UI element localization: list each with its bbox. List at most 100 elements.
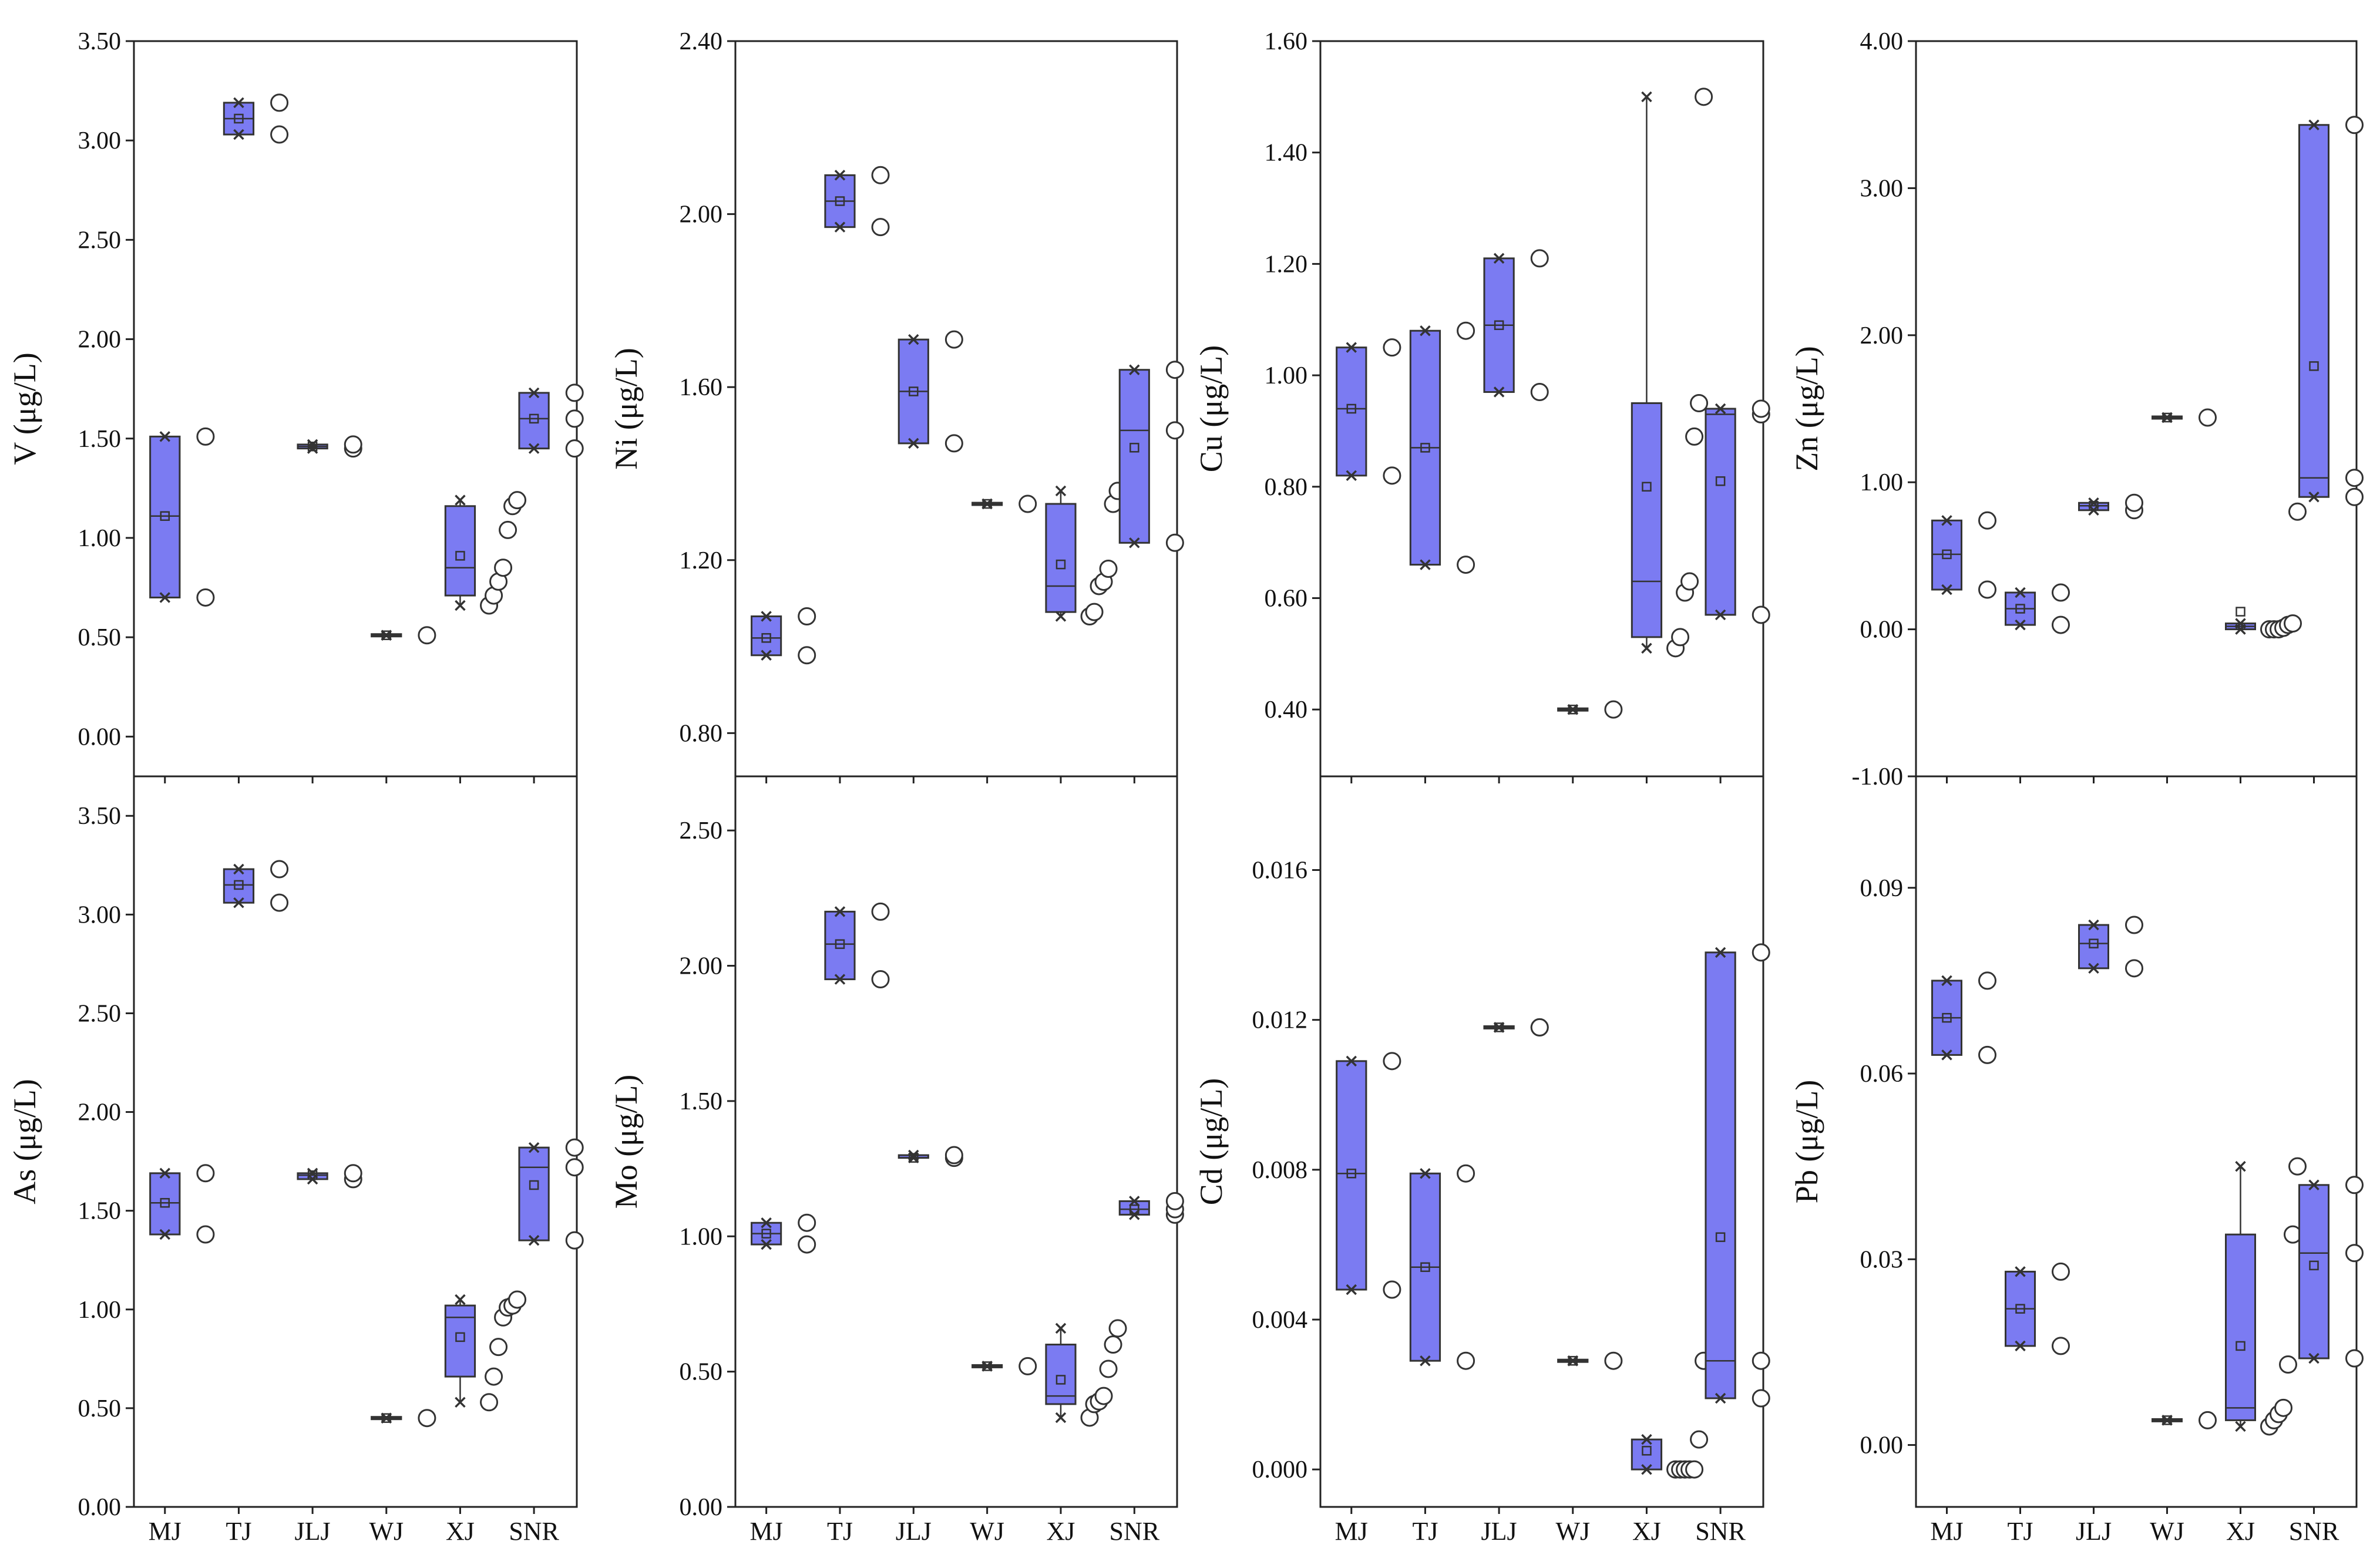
panel-mo: 0.00 0.50 1.00 1.50 2.00 2.50 Mo (μg/L) MJ TJ JLJ… — [609, 775, 1184, 1546]
box-mj — [751, 1213, 816, 1254]
x-tick-label: JLJ — [2076, 1517, 2112, 1546]
panel-ni: 0.80 1.20 1.60 2.00 2.40 Ni (μg/L) — [609, 28, 1184, 783]
iqr-box — [1336, 346, 1367, 477]
box-snr — [518, 1138, 584, 1250]
box-xj — [1045, 1319, 1127, 1427]
mean-marker — [1346, 1168, 1357, 1179]
y-tick-label: 1.20 — [680, 547, 723, 574]
box-wj — [2152, 1411, 2217, 1429]
min-marker — [1641, 642, 1652, 654]
mean-marker — [2309, 1260, 2319, 1271]
y-tick-label: 0.00 — [78, 1494, 122, 1521]
mean-marker — [2089, 938, 2099, 948]
max-marker — [307, 1167, 318, 1179]
data-point — [2274, 1398, 2292, 1417]
data-point — [418, 1409, 436, 1428]
mean-marker — [761, 633, 771, 643]
box-wj — [2152, 408, 2217, 427]
mean-marker — [1642, 1446, 1652, 1456]
data-point — [1695, 88, 1713, 106]
box-snr — [518, 383, 584, 458]
y-tick-label: 0.00 — [78, 724, 122, 751]
min-marker — [1420, 559, 1431, 570]
max-marker — [528, 387, 540, 399]
y-axis-title: As (μg/L) — [7, 1079, 42, 1204]
mean-marker — [835, 939, 845, 949]
min-marker — [233, 129, 244, 140]
min-marker — [1346, 1284, 1357, 1295]
mean-marker — [307, 442, 318, 452]
mean-marker — [1130, 443, 1139, 453]
panel-v: 0.00 0.50 1.00 1.50 2.00 2.50 3.00 3.50 V (μg/L) — [7, 28, 584, 783]
x-tick-label: SNR — [2289, 1517, 2339, 1546]
data-point — [1690, 394, 1709, 413]
data-point — [489, 1338, 508, 1357]
data-point — [1383, 1052, 1401, 1071]
x-tick-label: WJ — [2150, 1517, 2184, 1546]
y-tick-label: 0.00 — [680, 1494, 723, 1521]
iqr-box — [518, 392, 550, 450]
data-point — [1457, 321, 1475, 340]
data-point — [418, 626, 436, 645]
box-jlj — [297, 1164, 362, 1189]
box-jlj — [897, 1146, 963, 1167]
iqr-box — [824, 910, 856, 981]
box-snr — [2298, 116, 2364, 506]
data-point — [2125, 916, 2143, 934]
data-point — [1752, 605, 1770, 624]
y-tick-label: 0.09 — [1860, 875, 1904, 902]
box-mj — [149, 427, 215, 607]
max-marker — [2308, 1179, 2320, 1191]
mean-marker — [2162, 412, 2172, 423]
max-marker — [2308, 119, 2320, 130]
iqr-box — [149, 435, 181, 598]
panel-frame — [1319, 775, 1764, 1508]
max-marker — [1493, 253, 1505, 264]
max-marker — [1420, 1167, 1431, 1179]
data-point — [1752, 1389, 1770, 1408]
max-marker — [1641, 1434, 1652, 1445]
mean-marker — [909, 386, 919, 396]
y-tick-label: 0.016 — [1252, 857, 1308, 884]
y-tick-label: 2.00 — [680, 953, 723, 980]
panel-zn: -1.00 0.00 1.00 2.00 3.00 4.00 Zn (μg/L) — [1789, 28, 2364, 790]
min-marker — [1493, 386, 1505, 398]
min-marker — [761, 1239, 772, 1250]
y-tick-label: 1.60 — [1265, 28, 1308, 55]
y-tick-label: 2.50 — [78, 1000, 122, 1027]
min-marker — [1129, 1209, 1140, 1220]
min-marker — [159, 1229, 171, 1240]
data-point — [1383, 466, 1401, 485]
y-axis-title: V (μg/L) — [7, 352, 42, 465]
panel-frame — [133, 40, 578, 778]
x-tick-label: SNR — [1695, 1517, 1746, 1546]
iqr-box — [2225, 1233, 2256, 1421]
box-tj — [223, 93, 289, 144]
y-tick-label: 2.00 — [680, 201, 723, 228]
data-point — [1530, 1018, 1549, 1037]
max-marker — [981, 1361, 993, 1372]
mean-marker — [1494, 320, 1504, 330]
data-point — [1978, 511, 1996, 530]
y-tick-label: 3.00 — [78, 127, 122, 154]
data-point — [798, 607, 816, 626]
max-marker — [2235, 618, 2246, 629]
iqr-box — [1336, 1060, 1367, 1291]
data-point — [485, 1367, 503, 1386]
y-tick-label: 2.50 — [78, 227, 122, 254]
box-xj — [1631, 1351, 1713, 1479]
y-tick-label: 0.50 — [680, 1359, 723, 1386]
box-snr — [1705, 943, 1770, 1408]
box-mj — [149, 1164, 215, 1244]
x-tick-label: SNR — [509, 1517, 559, 1546]
x-tick-label: XJ — [1047, 1517, 1075, 1546]
data-point — [1018, 494, 1037, 513]
box-jlj — [2078, 916, 2143, 978]
data-point — [1085, 603, 1104, 621]
mean-marker — [234, 113, 244, 124]
data-point — [1457, 1351, 1475, 1370]
iqr-box — [444, 505, 476, 597]
y-tick-label: 2.00 — [1860, 322, 1904, 349]
y-tick-label: 1.50 — [78, 1198, 122, 1225]
